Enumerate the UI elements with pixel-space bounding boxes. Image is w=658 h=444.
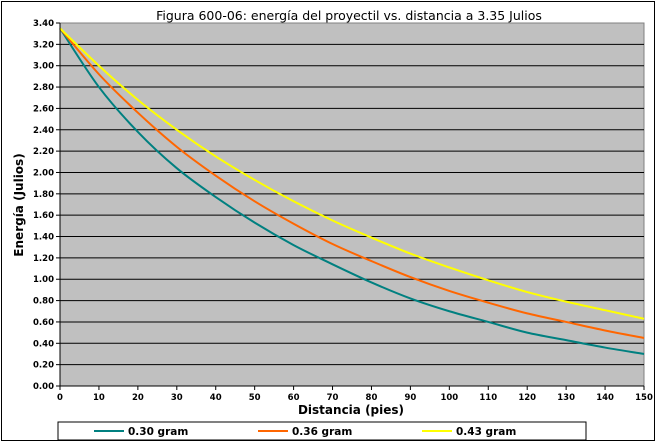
y-axis-title: Energía (Julios) bbox=[12, 153, 26, 256]
x-tick-label: 20 bbox=[132, 393, 144, 403]
x-axis-ticks: 0 10 20 30 40 50 60 70 80 90 100 110 120 130 140 150 bbox=[57, 23, 653, 403]
x-tick-label: 150 bbox=[635, 393, 653, 403]
y-tick-label: 0.40 bbox=[33, 339, 54, 349]
x-tick-label: 100 bbox=[440, 393, 458, 403]
y-axis-ticks: 0.00 0.20 0.40 0.60 0.80 1.00 1.20 1.40 1.60 1.80… bbox=[33, 19, 60, 392]
legend-label: 0.36 gram bbox=[292, 426, 352, 438]
x-tick-label: 40 bbox=[210, 393, 222, 403]
plot-area bbox=[59, 22, 645, 387]
x-tick-label: 10 bbox=[93, 393, 105, 403]
y-tick-label: 2.20 bbox=[33, 147, 54, 157]
legend-label: 0.43 gram bbox=[456, 426, 516, 438]
y-tick-label: 0.20 bbox=[33, 361, 54, 371]
y-tick-label: 1.60 bbox=[33, 211, 54, 221]
legend-items: 0.30 gram 0.36 gram 0.43 gram bbox=[94, 426, 516, 438]
legend-label: 0.30 gram bbox=[128, 426, 188, 438]
legend bbox=[57, 421, 587, 441]
chart-title: Figura 600-06: energía del proyectil vs.… bbox=[156, 8, 542, 23]
y-tick-label: 0.00 bbox=[33, 382, 54, 392]
x-tick-label: 60 bbox=[288, 393, 300, 403]
y-tick-label: 2.80 bbox=[33, 83, 54, 93]
y-tick-label: 2.00 bbox=[33, 168, 54, 178]
series-line-2 bbox=[59, 27, 645, 339]
y-tick-label: 1.00 bbox=[33, 275, 54, 285]
y-tick-label: 3.40 bbox=[33, 19, 54, 29]
x-tick-label: 70 bbox=[327, 393, 339, 403]
x-tick-label: 90 bbox=[404, 393, 416, 403]
y-tick-label: 0.80 bbox=[33, 297, 54, 307]
x-axis-title: Distancia (pies) bbox=[298, 403, 404, 417]
x-tick-label: 140 bbox=[596, 393, 614, 403]
x-tick-label: 80 bbox=[366, 393, 378, 403]
series-line-3 bbox=[59, 27, 645, 320]
series-group bbox=[59, 27, 645, 355]
series-line-1 bbox=[59, 27, 645, 355]
y-tick-label: 2.60 bbox=[33, 104, 54, 114]
x-tick-label: 130 bbox=[557, 393, 575, 403]
y-tick-label: 0.60 bbox=[33, 318, 54, 328]
y-tick-label: 1.40 bbox=[33, 233, 54, 243]
x-tick-label: 0 bbox=[57, 393, 63, 403]
y-tick-label: 1.80 bbox=[33, 190, 54, 200]
x-tick-label: 110 bbox=[479, 393, 497, 403]
x-tick-label: 50 bbox=[249, 393, 261, 403]
y-tick-label: 3.00 bbox=[33, 62, 54, 72]
y-tick-label: 1.20 bbox=[33, 254, 54, 264]
x-tick-label: 120 bbox=[518, 393, 536, 403]
y-tick-label: 2.40 bbox=[33, 126, 54, 136]
x-tick-label: 30 bbox=[171, 393, 183, 403]
y-tick-label: 3.20 bbox=[33, 40, 54, 50]
